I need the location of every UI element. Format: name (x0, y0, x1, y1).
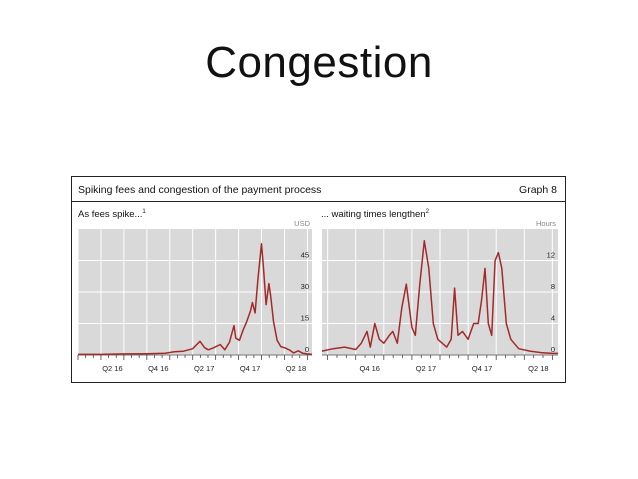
left-panel-footnote: 1 (142, 209, 146, 215)
chart-figure: Spiking fees and congestion of the payme… (71, 176, 566, 383)
figure-number: Graph 8 (519, 184, 557, 196)
left-x-tick-label: Q4 16 (148, 364, 168, 373)
left-y-tick-label: 15 (301, 314, 309, 323)
right-panel-title: ... waiting times lengthen2 (321, 209, 429, 220)
left-x-tick-label: Q2 18 (286, 364, 306, 373)
slide-title: Congestion (205, 38, 433, 87)
left-panel-title: As fees spike...1 (78, 209, 146, 220)
left-panel-title-text: As fees spike... (78, 209, 143, 221)
right-y-tick-label: 4 (551, 314, 555, 323)
left-y-tick-label: 45 (301, 251, 309, 260)
left-panel-chart: USD 0 15 30 45 Q2 16 Q4 16 Q2 17 Q4 17 Q2 18 (77, 219, 313, 373)
right-x-tick-label: Q2 18 (528, 364, 548, 373)
right-panel-chart: Hours 0 4 8 12 Q4 16 Q2 17 Q4 17 Q2 18 (321, 219, 558, 373)
right-x-tick-label: Q2 17 (416, 364, 436, 373)
figure-title-rule (72, 201, 565, 202)
right-series-line (321, 240, 558, 355)
left-x-tick-label: Q4 17 (240, 364, 260, 373)
right-y-tick-label: 0 (551, 345, 555, 354)
right-x-tick-label: Q4 17 (472, 364, 492, 373)
right-y-tick-label: 8 (551, 282, 555, 291)
right-x-tick-label: Q4 16 (360, 364, 380, 373)
left-x-tick-label: Q2 16 (102, 364, 122, 373)
left-x-tick-label: Q2 17 (194, 364, 214, 373)
left-y-tick-label: 0 (305, 345, 309, 354)
left-y-tick-label: 30 (301, 282, 309, 291)
right-panel-title-text: ... waiting times lengthen (321, 209, 426, 221)
left-series-line (78, 242, 313, 356)
right-y-tick-label: 12 (547, 251, 555, 260)
right-panel-footnote: 2 (425, 209, 429, 215)
right-unit-label: Hours (536, 219, 556, 228)
left-unit-label: USD (294, 219, 310, 228)
figure-title: Spiking fees and congestion of the payme… (78, 184, 322, 196)
